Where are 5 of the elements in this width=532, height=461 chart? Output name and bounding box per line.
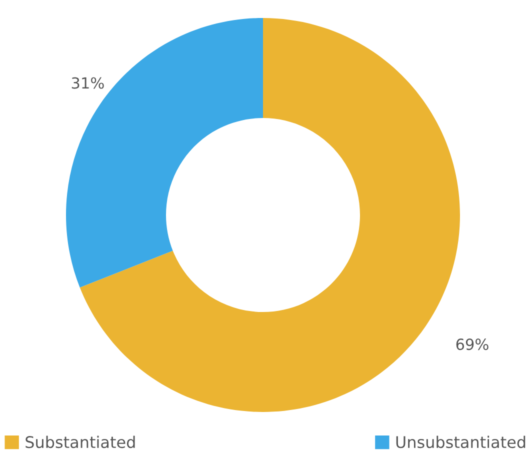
data-label: 31% bbox=[72, 77, 104, 89]
data-label: 69% bbox=[456, 338, 488, 350]
legend-label: Substantiated bbox=[26, 436, 135, 448]
legend-label: Unsubstantiated bbox=[396, 436, 526, 448]
donut-slice bbox=[66, 18, 263, 288]
